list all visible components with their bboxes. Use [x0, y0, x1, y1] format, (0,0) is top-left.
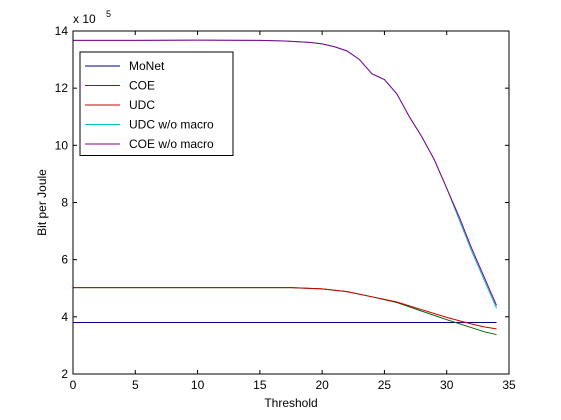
legend-entry-label: UDC: [129, 98, 155, 112]
y-tick-label: 8: [61, 196, 68, 210]
x-tick-label: 10: [191, 378, 205, 392]
x-tick-label: 35: [502, 378, 516, 392]
x-tick-label: 5: [132, 378, 139, 392]
legend: MoNet COE UDC UDC w/o macro COE w/o macro: [79, 51, 234, 156]
ticks-layer: 0 5 10 15 20 25 30 35 2 4 6 8 10 12 14: [55, 24, 516, 392]
x-tick-label: 20: [315, 378, 329, 392]
y-axis-label: Bit per Joule: [35, 169, 49, 236]
y-exponent-power: 5: [106, 9, 111, 19]
y-exponent-base: x 10: [73, 12, 96, 26]
x-axis-label: Threshold: [264, 396, 317, 410]
x-tick-label: 25: [378, 378, 392, 392]
y-tick-label: 4: [61, 310, 68, 324]
y-tick-label: 2: [61, 367, 68, 381]
y-tick-label: 6: [61, 253, 68, 267]
x-tick-label: 15: [253, 378, 267, 392]
series-layer: [73, 39, 497, 336]
y-tick-label: 10: [55, 138, 69, 152]
y-tick-label: 12: [55, 81, 69, 95]
legend-entry-label: COE w/o macro: [129, 137, 214, 151]
series-line-coe-w-o-macro: [73, 39, 497, 306]
legend-box: [79, 51, 234, 156]
legend-entry-label: COE: [129, 79, 155, 93]
x-tick-label: 0: [70, 378, 77, 392]
y-tick-label: 14: [55, 24, 69, 38]
legend-entry-label: UDC w/o macro: [129, 118, 214, 132]
series-line-udc: [73, 287, 497, 330]
legend-entry-label: MoNet: [129, 59, 165, 73]
x-tick-label: 30: [440, 378, 454, 392]
